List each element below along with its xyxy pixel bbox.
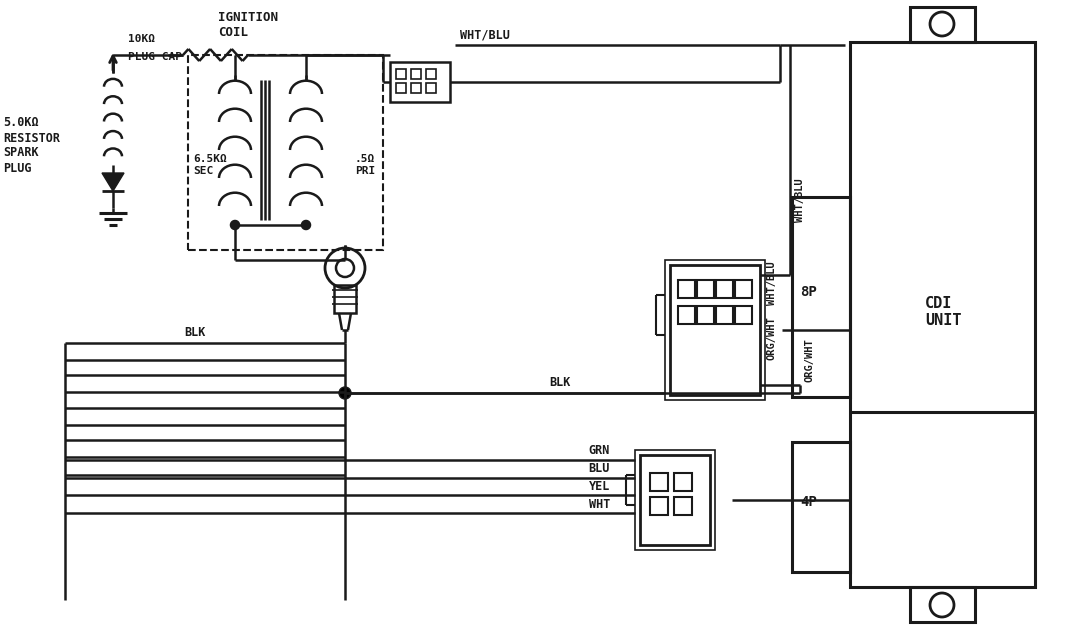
Bar [678,280,695,298]
Text: GRN: GRN [589,444,609,458]
Bar [674,473,692,491]
Text: BLK: BLK [549,377,571,389]
Bar [716,306,733,324]
Bar [650,473,668,491]
Bar [674,497,692,515]
Text: ORG/WHT: ORG/WHT [767,316,777,360]
Text: RESISTOR: RESISTOR [3,131,60,145]
Text: ORG/WHT: ORG/WHT [805,338,815,382]
Bar [792,197,850,397]
Bar [910,587,975,622]
Text: .5Ω
PRI: .5Ω PRI [355,154,374,176]
Text: 5.0KΩ: 5.0KΩ [3,117,39,129]
Text: PLUG CAP: PLUG CAP [128,52,182,62]
Text: 8P: 8P [800,285,817,299]
Bar [396,69,406,79]
Text: 4P: 4P [800,495,817,509]
Text: WHT/BLU: WHT/BLU [460,29,510,41]
Bar [910,7,975,42]
Text: CDI
UNIT: CDI UNIT [925,296,961,328]
Bar [188,55,383,250]
Bar [670,265,760,395]
Bar [697,280,714,298]
Bar [389,62,450,102]
Bar [411,69,421,79]
Bar [411,83,421,93]
Bar [665,260,765,400]
Text: IGNITION
COIL: IGNITION COIL [218,11,278,39]
Text: WHT/BLU: WHT/BLU [795,178,805,222]
Bar [735,280,752,298]
Text: WHT: WHT [589,498,609,510]
Bar [426,69,436,79]
Text: BLU: BLU [589,462,609,476]
Bar [650,497,668,515]
Bar [792,442,850,572]
Text: WHT/BLU: WHT/BLU [767,261,777,305]
Bar [850,42,1035,587]
Text: BLK: BLK [185,327,206,339]
Bar [635,450,715,550]
Bar [735,306,752,324]
Bar [678,306,695,324]
Text: 6.5KΩ
SEC: 6.5KΩ SEC [193,154,226,176]
Bar [426,83,436,93]
Text: PLUG: PLUG [3,162,31,174]
Circle shape [302,221,310,229]
Circle shape [339,387,351,399]
Bar [396,83,406,93]
Text: SPARK: SPARK [3,146,39,160]
Bar [716,280,733,298]
Polygon shape [102,173,124,191]
Bar [640,455,710,545]
Bar [697,306,714,324]
Text: YEL: YEL [589,479,609,493]
Text: 10KΩ: 10KΩ [128,34,155,44]
Circle shape [231,221,239,229]
Bar [334,285,356,313]
